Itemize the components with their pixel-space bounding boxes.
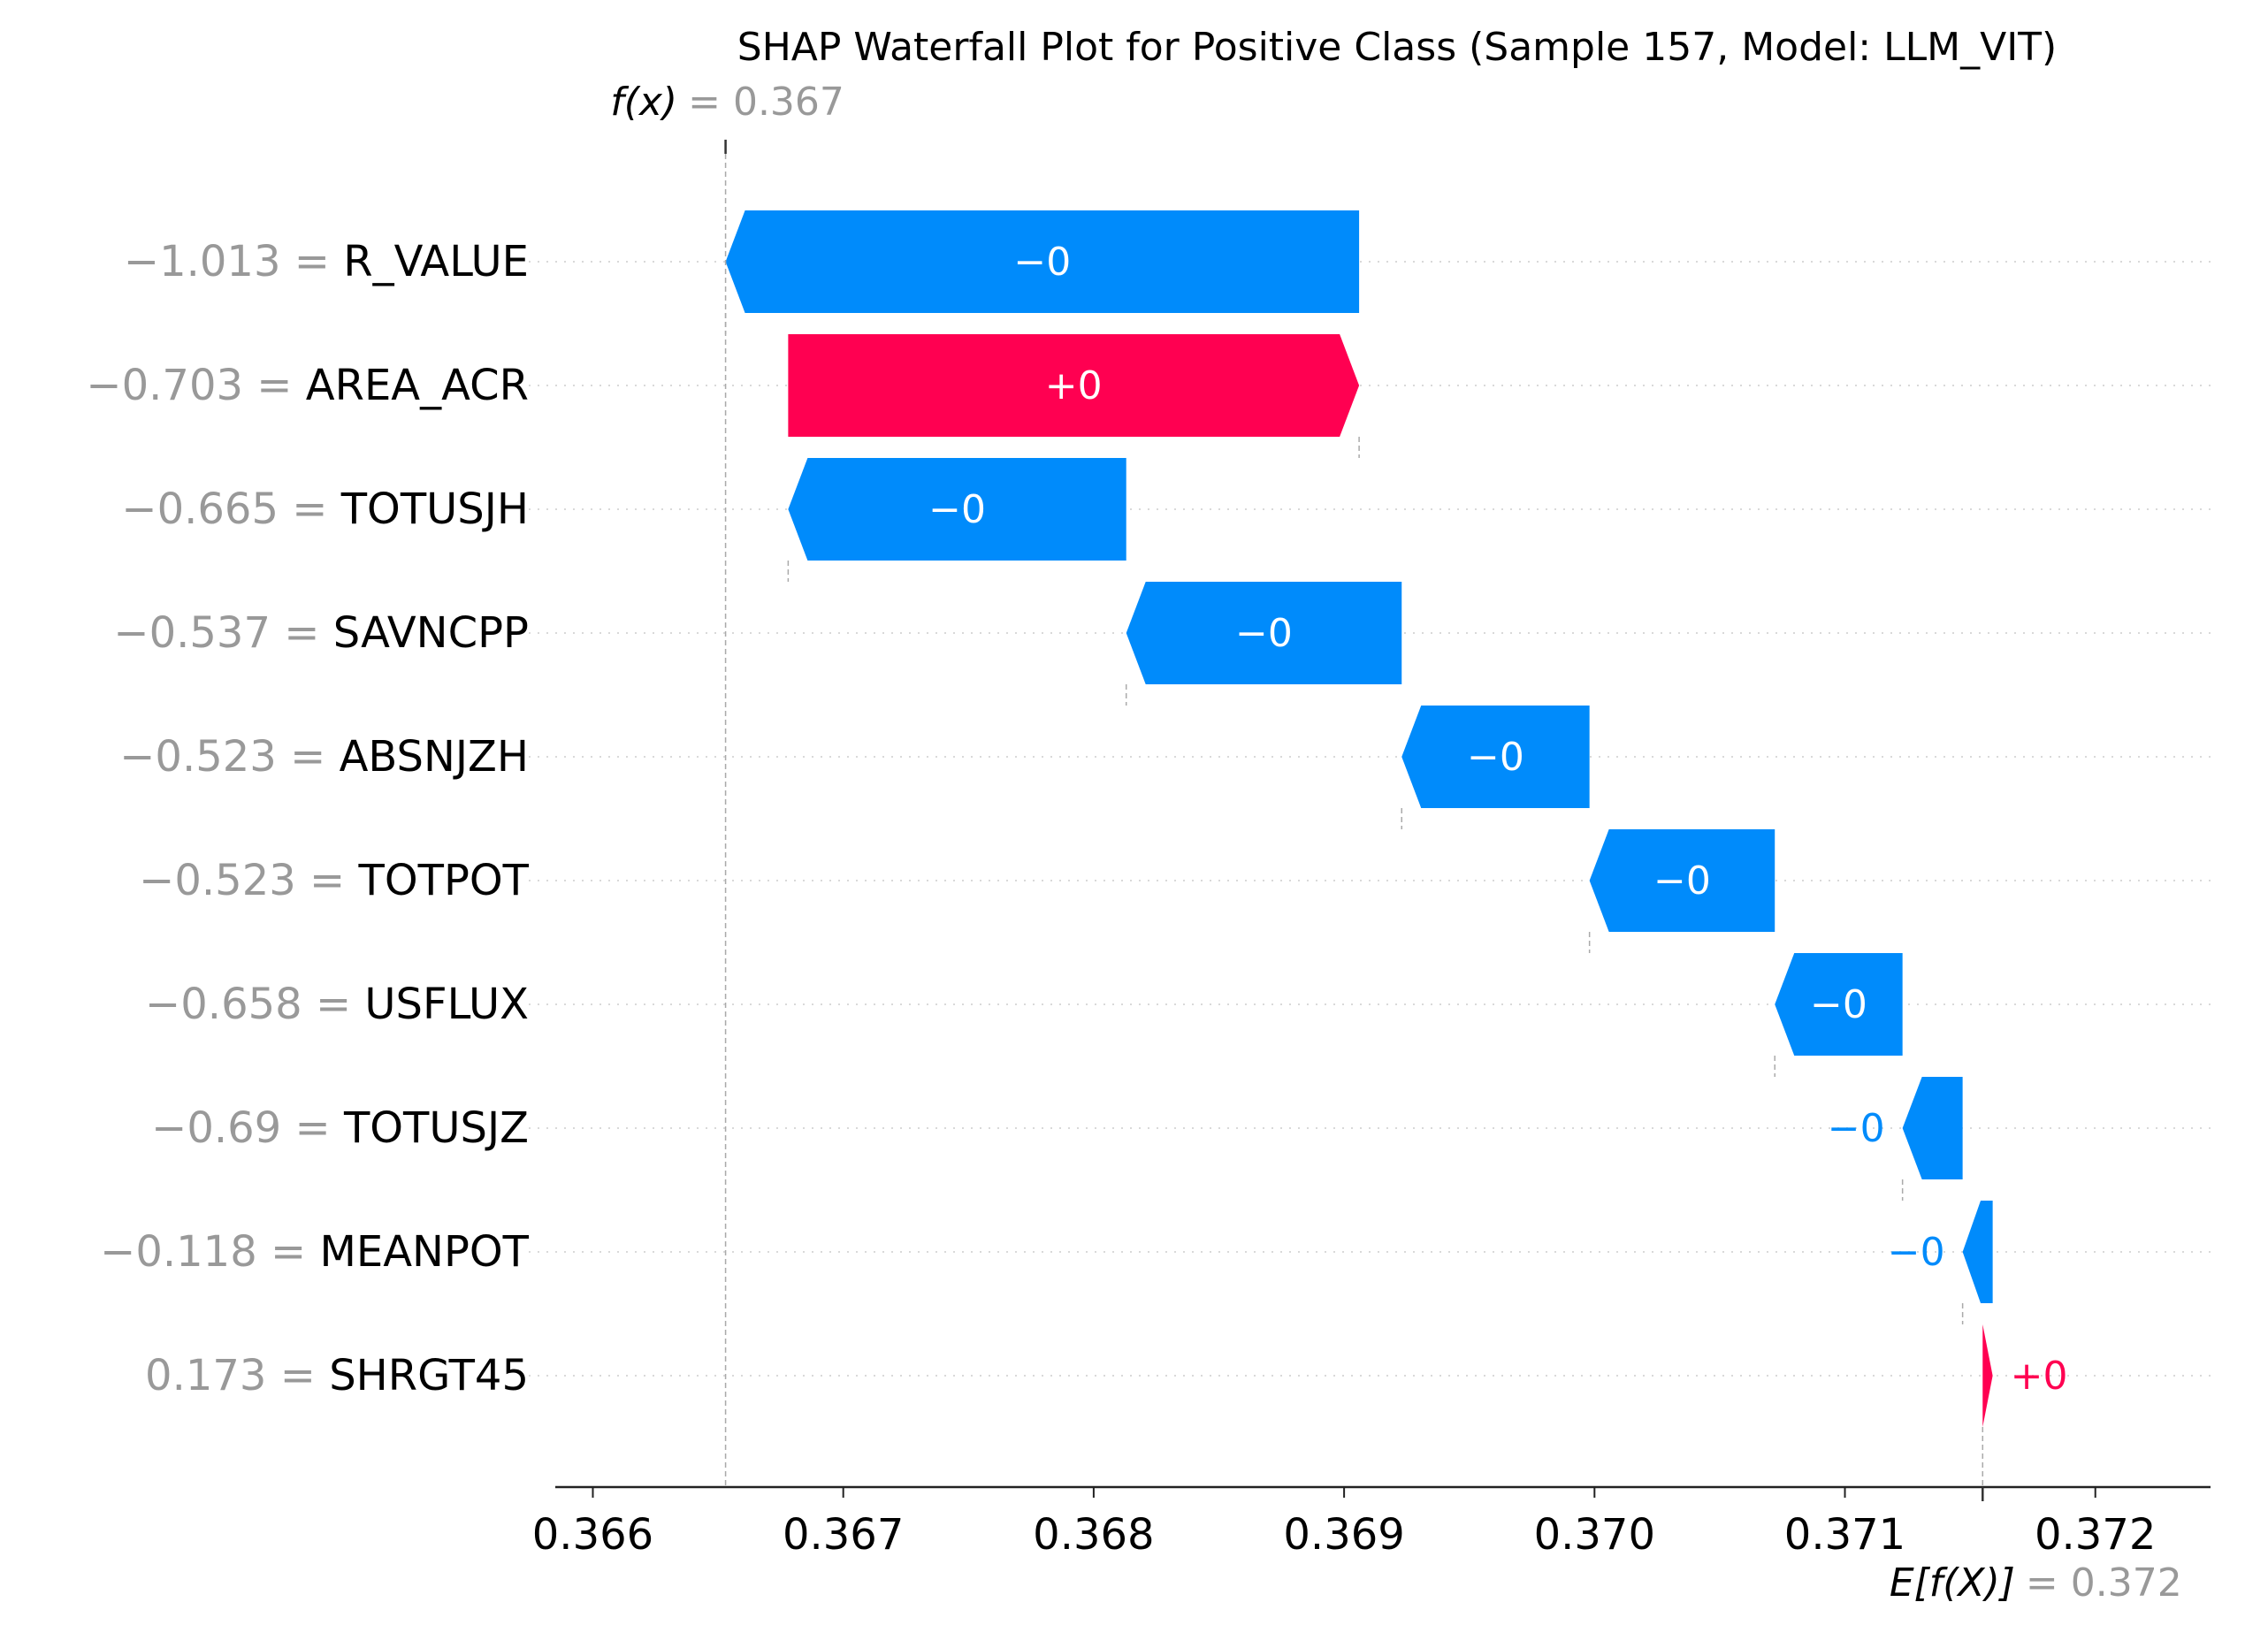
fx-marker: f(x) = 0.367 (610, 80, 844, 1487)
feature-name: SHRGT45 (329, 1351, 529, 1400)
bar-totusjh (788, 458, 1126, 561)
feature-name: ABSNJZH (340, 732, 529, 782)
feature-labels: −1.013 = R_VALUE −0.703 = AREA_ACR −0.665 … (86, 237, 529, 1400)
bar-area_acr (788, 334, 1360, 437)
feature-value: 0.173 = (145, 1351, 329, 1400)
x-tick-label: 0.371 (1784, 1510, 1905, 1560)
feature-value: −0.523 = (139, 856, 358, 905)
x-tick-label: 0.367 (783, 1510, 904, 1560)
feature-name: SAVNCPP (333, 608, 529, 658)
feature-label: −0.69 = TOTUSJZ (151, 1103, 529, 1153)
x-tick-label: 0.372 (2035, 1510, 2156, 1560)
feature-label: −0.537 = SAVNCPP (113, 608, 529, 658)
chart-title: SHAP Waterfall Plot for Positive Class (… (737, 25, 2057, 70)
feature-label: −0.118 = MEANPOT (100, 1227, 530, 1277)
bar-label: −0 (1235, 611, 1293, 656)
bar-meanpot (1962, 1201, 1993, 1303)
feature-name: R_VALUE (343, 237, 529, 286)
bar-label: +0 (1045, 363, 1103, 408)
x-axis: 0.366 0.367 0.368 0.369 0.370 0.371 0.372 (532, 1485, 2211, 1560)
efx-value: = 0.372 (2026, 1560, 2182, 1606)
feature-name: TOTUSJZ (343, 1103, 529, 1153)
bar-absnjzh (1401, 706, 1590, 808)
feature-label: −0.523 = TOTPOT (139, 856, 530, 905)
feature-label: −1.013 = R_VALUE (124, 237, 529, 286)
feature-value: −0.69 = (151, 1103, 344, 1153)
fx-value: = 0.367 (688, 80, 844, 125)
feature-value: −0.703 = (86, 361, 305, 410)
feature-label: −0.658 = USFLUX (145, 980, 529, 1029)
feature-name: AREA_ACR (306, 361, 529, 410)
x-tick-label: 0.368 (1033, 1510, 1154, 1560)
feature-label: −0.665 = TOTUSJH (121, 484, 529, 534)
feature-value: −0.665 = (121, 484, 340, 534)
feature-value: −0.658 = (145, 980, 364, 1029)
efx-name: E[f(X)] (1890, 1560, 2015, 1606)
bar-usflux (1775, 953, 1903, 1056)
x-tick-label: 0.370 (1534, 1510, 1655, 1560)
bar-label: −0 (1828, 1106, 1885, 1151)
bar-label: −0 (928, 487, 986, 532)
row-gridlines (529, 261, 2211, 1377)
feature-value: −1.013 = (124, 237, 343, 286)
bar-label: −0 (1653, 858, 1711, 904)
feature-label: 0.173 = SHRGT45 (145, 1351, 529, 1400)
x-tick-label: 0.366 (532, 1510, 653, 1560)
bar-label: −0 (1467, 735, 1524, 780)
feature-name: USFLUX (364, 980, 529, 1029)
bar-r_value (725, 210, 1360, 313)
bars: −0 +0 −0 −0 −0 −0 −0 −0 −0 +0 (725, 210, 2068, 1427)
fx-name: f(x) (610, 80, 677, 125)
feature-value: −0.523 = (119, 732, 339, 782)
feature-value: −0.118 = (100, 1227, 319, 1277)
feature-name: TOTPOT (358, 856, 530, 905)
feature-value: −0.537 = (113, 608, 332, 658)
bar-label: +0 (2011, 1354, 2068, 1399)
efx-label: E[f(X)] = 0.372 (1890, 1560, 2182, 1606)
feature-label: −0.523 = ABSNJZH (119, 732, 529, 782)
bar-shrgt45 (1982, 1324, 1993, 1427)
feature-name: MEANPOT (319, 1227, 529, 1277)
bar-label: −0 (1013, 240, 1071, 285)
efx-marker: E[f(X)] = 0.372 (1890, 1427, 2182, 1606)
bar-savncpp (1126, 582, 1402, 684)
bar-totusjz (1902, 1077, 1963, 1179)
bar-label: −0 (1888, 1230, 1945, 1275)
feature-name: TOTUSJH (340, 484, 529, 534)
bar-label: −0 (1810, 982, 1867, 1027)
bar-totpot (1589, 829, 1775, 932)
x-tick-label: 0.369 (1283, 1510, 1404, 1560)
fx-label: f(x) = 0.367 (610, 80, 844, 125)
feature-label: −0.703 = AREA_ACR (86, 361, 529, 410)
